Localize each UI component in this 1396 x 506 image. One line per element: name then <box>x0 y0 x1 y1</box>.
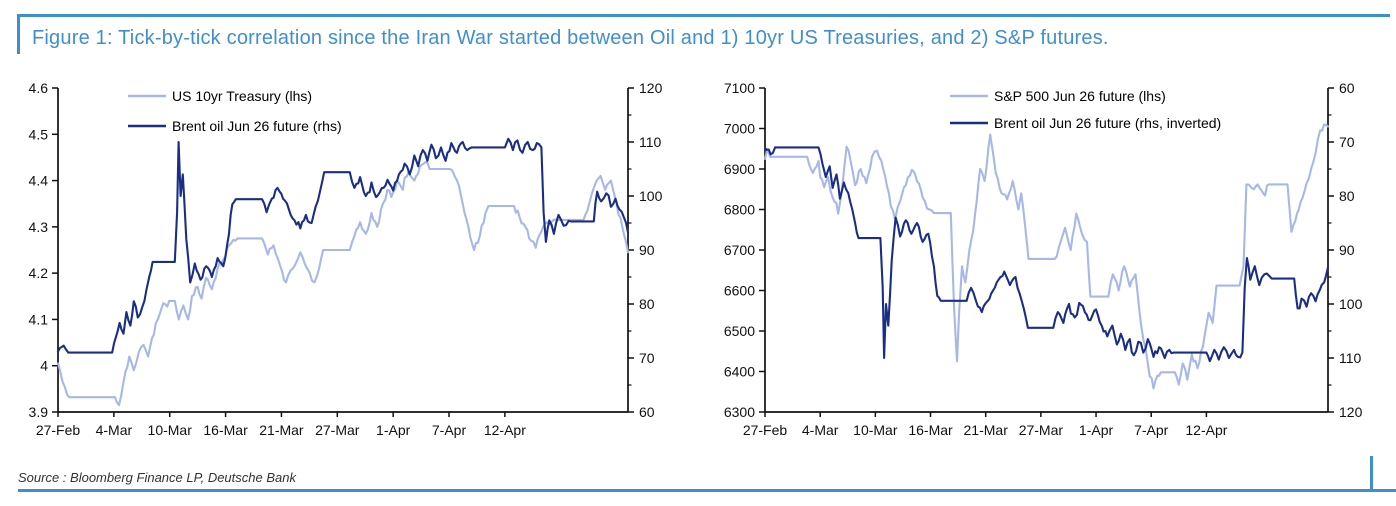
right-axis-tick-label: 60 <box>639 404 655 420</box>
right-axis-tick-label: 80 <box>639 296 655 312</box>
x-axis-tick-label: 21-Mar <box>259 422 304 438</box>
x-axis-tick-label: 7-Apr <box>1134 422 1169 438</box>
right-axis-tick-label: 90 <box>1339 242 1355 258</box>
chart-sp500-vs-oil: 6300 6400 6500 6600 6700 6800 6900 7000 7100 60 70… <box>700 80 1396 445</box>
series-line-us-10yr-treasury <box>56 161 630 407</box>
right-axis-tick-label: 60 <box>1339 80 1355 96</box>
left-axis-tick-label: 6600 <box>724 283 755 299</box>
title-left-rule <box>17 14 20 54</box>
right-axis-tick-label: 70 <box>639 350 655 366</box>
x-axis-tick-label: 16-Mar <box>908 422 953 438</box>
left-axis-tick-label: 4.5 <box>29 126 49 142</box>
chart-treasury-vs-oil: 3.9 4 4.1 4.2 4.3 4.4 4.5 4.6 60 70 80 90 100 110 120 2… <box>0 80 700 445</box>
legend-label: S&P 500 Jun 26 future (lhs) <box>994 88 1166 104</box>
left-axis-tick-label: 4.4 <box>29 173 49 189</box>
left-axis-tick-label: 6700 <box>724 242 755 258</box>
right-axis-tick-label: 110 <box>639 134 662 150</box>
left-axis-tick-label: 6400 <box>724 364 755 380</box>
legend-label: Brent oil Jun 26 future (rhs, inverted) <box>994 115 1221 131</box>
x-axis-tick-label: 16-Mar <box>203 422 248 438</box>
x-axis-tick-label: 10-Mar <box>148 422 193 438</box>
legend-label: US 10yr Treasury (lhs) <box>172 88 312 104</box>
left-axis-tick-label: 4.3 <box>29 219 49 235</box>
left-axis-tick-label: 7100 <box>724 80 755 96</box>
x-axis-tick-label: 27-Mar <box>1019 422 1064 438</box>
series-line-s-p-500-jun-26-future <box>763 123 1330 390</box>
x-axis-tick-label: 27-Mar <box>315 422 360 438</box>
x-axis-tick-label: 1-Apr <box>376 422 411 438</box>
x-axis-tick-label: 10-Mar <box>853 422 898 438</box>
bottom-rule <box>18 489 1396 492</box>
left-axis-tick-label: 4 <box>40 358 48 374</box>
right-axis-tick-label: 90 <box>639 242 655 258</box>
right-axis-tick-label: 70 <box>1339 134 1355 150</box>
right-axis-tick-label: 80 <box>1339 188 1355 204</box>
right-axis-tick-label: 100 <box>1339 296 1363 312</box>
left-axis-tick-label: 6500 <box>724 323 755 339</box>
left-axis-tick-label: 7000 <box>724 121 755 137</box>
right-axis-tick-label: 120 <box>1339 404 1363 420</box>
left-axis-tick-label: 3.9 <box>29 404 49 420</box>
left-axis-tick-label: 4.1 <box>29 311 49 327</box>
bottom-right-stub <box>1370 456 1373 492</box>
x-axis-tick-label: 27-Feb <box>743 422 788 438</box>
x-axis-tick-label: 21-Mar <box>964 422 1009 438</box>
legend-label: Brent oil Jun 26 future (rhs) <box>172 118 342 134</box>
x-axis-tick-label: 27-Feb <box>36 422 81 438</box>
x-axis-tick-label: 4-Mar <box>96 422 133 438</box>
left-axis-tick-label: 6900 <box>724 161 755 177</box>
figure-title: Figure 1: Tick-by-tick correlation since… <box>32 27 1109 49</box>
source-note: Source : Bloomberg Finance LP, Deutsche … <box>18 470 296 485</box>
left-axis-tick-label: 6800 <box>724 202 755 218</box>
left-axis-tick-label: 4.6 <box>29 80 49 96</box>
series-line-brent-oil-jun-26-future <box>763 146 1330 363</box>
chart-sp500-vs-oil-svg: 6300 6400 6500 6600 6700 6800 6900 7000 7100 60 70… <box>724 80 1363 438</box>
left-axis-tick-label: 4.2 <box>29 265 49 281</box>
x-axis-tick-label: 7-Apr <box>432 422 467 438</box>
left-axis-tick-label: 6300 <box>724 404 755 420</box>
x-axis-tick-label: 12-Apr <box>1185 422 1227 438</box>
right-axis-tick-label: 120 <box>639 80 663 96</box>
x-axis-tick-label: 12-Apr <box>484 422 526 438</box>
title-top-rule <box>17 14 1390 17</box>
chart-treasury-vs-oil-svg: 3.9 4 4.1 4.2 4.3 4.4 4.5 4.6 60 70 80 90 100 110 120 2… <box>29 80 663 438</box>
x-axis-tick-label: 1-Apr <box>1079 422 1114 438</box>
right-axis-tick-label: 110 <box>1339 350 1362 366</box>
right-axis-tick-label: 100 <box>639 188 663 204</box>
x-axis-tick-label: 4-Mar <box>802 422 839 438</box>
series-line-brent-oil-jun-26-future <box>56 137 630 354</box>
